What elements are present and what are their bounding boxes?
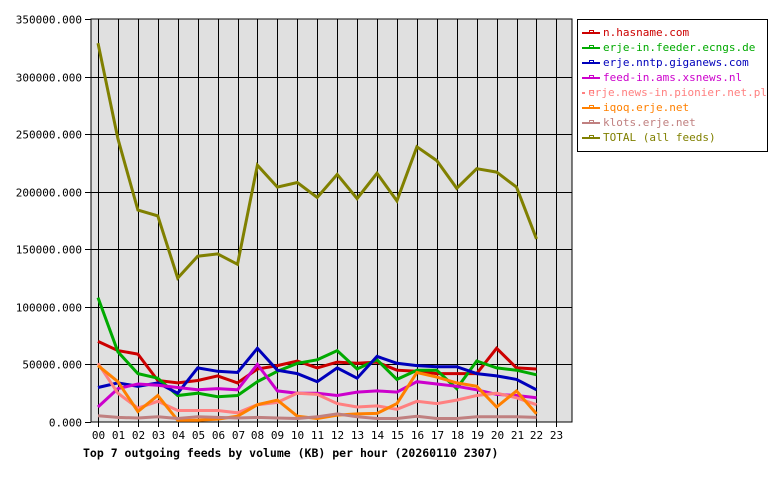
legend-item: feed-in.ams.xsnews.nl: [582, 70, 767, 85]
legend: n.hasname.com erje-in.feeder.ecngs.de erje…: [577, 19, 768, 152]
x-tick-label: 22: [530, 429, 543, 442]
legend-swatch-icon: [582, 134, 600, 139]
legend-swatch-icon: [582, 74, 600, 79]
legend-item: klots.erje.net: [582, 115, 767, 130]
y-tick-label: 300000.000: [16, 72, 82, 85]
legend-label: iqoq.erje.net: [603, 101, 690, 114]
series-line: [97, 346, 538, 396]
series-line: [96, 362, 537, 415]
x-tick-label: 03: [152, 429, 165, 442]
x-tick-label: 04: [172, 429, 186, 442]
x-tick-label: 12: [331, 429, 344, 442]
x-tick-label: 07: [232, 429, 245, 442]
series-line: [97, 364, 538, 422]
legend-item: n.hasname.com: [582, 25, 767, 40]
legend-swatch-icon: [582, 119, 600, 124]
legend-swatch-icon: [582, 104, 600, 109]
y-tick-label: 50000.000: [22, 359, 82, 372]
x-tick-label: 00: [92, 429, 105, 442]
legend-label: feed-in.ams.xsnews.nl: [603, 71, 743, 84]
legend-label: TOTAL (all feeds): [603, 131, 716, 144]
series-line: [97, 340, 537, 385]
legend-label: klots.erje.net: [603, 116, 696, 129]
x-tick-label: 15: [391, 429, 404, 442]
chart-title: Top 7 outgoing feeds by volume (KB) per …: [83, 446, 499, 460]
series-line: [97, 412, 537, 421]
legend-item: erje.news-in.pionier.net.pl: [582, 85, 767, 100]
y-tick-label: 100000.000: [16, 302, 82, 315]
x-tick-label: 20: [491, 429, 504, 442]
legend-swatch-icon: [582, 89, 595, 94]
x-tick-label: 13: [351, 429, 364, 442]
legend-label: n.hasname.com: [603, 26, 690, 39]
x-tick-label: 06: [212, 429, 225, 442]
x-tick-label: 11: [311, 429, 324, 442]
x-axis: 00 01 02 03 04 05 06 07 08 09 10 11 12 13 14 15 16 17 18 19…: [92, 422, 563, 442]
x-tick-label: 01: [112, 429, 125, 442]
legend-swatch-icon: [582, 44, 600, 49]
legend-item: erje-in.feeder.ecngs.de: [582, 40, 767, 55]
y-tick-label: 250000.000: [16, 129, 82, 142]
x-tick-label: 08: [251, 429, 264, 442]
legend-label: erje.nntp.giganews.com: [603, 56, 749, 69]
x-tick-label: 23: [550, 429, 563, 442]
x-tick-label: 09: [271, 429, 284, 442]
x-tick-label: 21: [511, 429, 524, 442]
series-lines: [96, 42, 538, 422]
y-tick-label: 200000.000: [16, 187, 82, 200]
series-line: [96, 42, 538, 282]
x-tick-label: 19: [471, 429, 484, 442]
x-tick-label: 18: [451, 429, 464, 442]
y-axis: 0.000 50000.000 100000.000 150000.000 200000…: [16, 14, 91, 430]
y-tick-label: 350000.000: [16, 14, 82, 27]
legend-label: erje-in.feeder.ecngs.de: [603, 41, 756, 54]
legend-item: erje.nntp.giganews.com: [582, 55, 767, 70]
legend-swatch-icon: [582, 29, 600, 34]
x-tick-label: 14: [371, 429, 385, 442]
x-tick-label: 05: [192, 429, 205, 442]
x-tick-label: 10: [291, 429, 304, 442]
legend-swatch-icon: [582, 59, 600, 64]
legend-item: TOTAL (all feeds): [582, 130, 767, 145]
y-tick-label: 150000.000: [16, 244, 82, 257]
x-tick-label: 16: [411, 429, 424, 442]
x-tick-label: 02: [132, 429, 145, 442]
legend-label: erje.news-in.pionier.net.pl: [588, 86, 767, 99]
plot-area: [90, 18, 573, 423]
y-tick-label: 0.000: [49, 417, 82, 430]
x-tick-label: 17: [431, 429, 444, 442]
legend-item: iqoq.erje.net: [582, 100, 767, 115]
